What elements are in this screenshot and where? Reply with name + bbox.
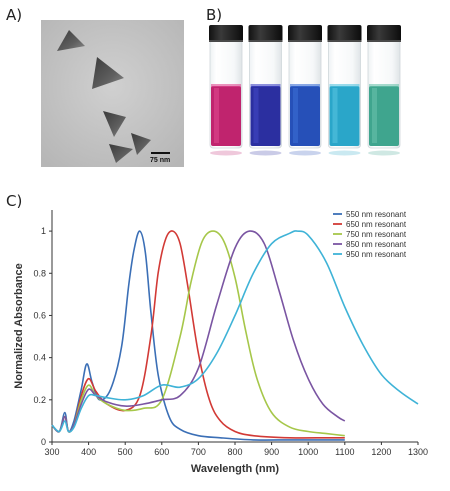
y-tick-label: 1: [41, 226, 46, 236]
vial: [209, 25, 243, 156]
series-line: [51, 230, 345, 439]
vial-cap: [327, 25, 362, 42]
vial: [288, 25, 322, 156]
panel-c-label: C): [6, 192, 23, 210]
series-line: [51, 230, 419, 433]
nanoprism: [103, 111, 126, 137]
legend-label: 650 nm resonant: [346, 220, 407, 229]
vial-cap: [248, 25, 283, 42]
x-tick-label: 1100: [335, 447, 354, 457]
x-tick-label: 500: [118, 447, 133, 457]
y-tick-label: 0.8: [33, 268, 46, 278]
y-tick-label: 0.6: [33, 310, 46, 320]
y-tick-label: 0.2: [33, 395, 46, 405]
x-tick-label: 1000: [298, 447, 318, 457]
tem-micrograph: 75 nm: [41, 20, 184, 167]
x-tick-label: 700: [191, 447, 206, 457]
legend-label: 750 nm resonant: [346, 230, 407, 239]
x-tick-label: 400: [81, 447, 96, 457]
x-tick-label: 1300: [408, 447, 428, 457]
x-tick-label: 1200: [371, 447, 391, 457]
x-tick-label: 600: [154, 447, 169, 457]
vial-photo: [196, 22, 426, 162]
vial-cap: [367, 25, 401, 42]
panel-a-label: A): [6, 6, 23, 24]
series-line: [51, 230, 345, 437]
vial: [367, 25, 401, 156]
x-tick-label: 900: [264, 447, 279, 457]
nanoprism: [131, 133, 151, 155]
nanoprism: [92, 57, 124, 89]
scale-bar: [151, 152, 170, 154]
nanoprism: [57, 30, 85, 51]
x-tick-label: 300: [44, 447, 59, 457]
panel-b-label: B): [206, 6, 223, 24]
vial-cap: [288, 25, 322, 42]
x-axis-label: Wavelength (nm): [191, 463, 280, 475]
legend-label: 550 nm resonant: [346, 210, 407, 219]
y-tick-label: 0.4: [33, 353, 46, 363]
scale-bar-label: 75 nm: [150, 157, 170, 164]
series-line: [51, 230, 345, 441]
series-line: [51, 230, 346, 433]
legend-label: 850 nm resonant: [346, 240, 407, 249]
x-tick-label: 800: [227, 447, 242, 457]
legend-label: 950 nm resonant: [346, 250, 407, 259]
nanoprism: [109, 144, 133, 163]
vial-cap: [209, 25, 243, 42]
y-axis-label: Normalized Absorbance: [13, 263, 25, 389]
vial: [248, 25, 283, 156]
y-tick-label: 0: [41, 437, 46, 447]
vial: [327, 25, 362, 156]
